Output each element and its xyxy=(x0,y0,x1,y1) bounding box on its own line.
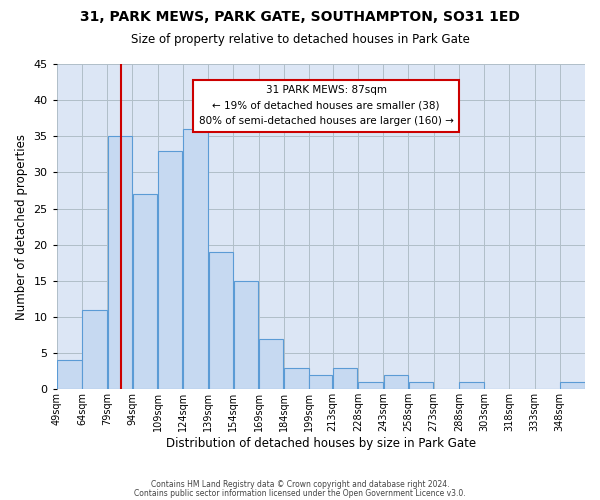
Bar xyxy=(184,129,208,390)
Bar xyxy=(560,382,584,390)
Bar xyxy=(82,310,107,390)
Bar xyxy=(409,382,433,390)
Bar xyxy=(234,281,258,390)
Bar xyxy=(57,360,82,390)
Bar xyxy=(209,252,233,390)
Bar xyxy=(333,368,358,390)
Text: 31, PARK MEWS, PARK GATE, SOUTHAMPTON, SO31 1ED: 31, PARK MEWS, PARK GATE, SOUTHAMPTON, S… xyxy=(80,10,520,24)
Y-axis label: Number of detached properties: Number of detached properties xyxy=(15,134,28,320)
Text: Contains public sector information licensed under the Open Government Licence v3: Contains public sector information licen… xyxy=(134,488,466,498)
Bar xyxy=(284,368,308,390)
Text: 31 PARK MEWS: 87sqm
← 19% of detached houses are smaller (38)
80% of semi-detach: 31 PARK MEWS: 87sqm ← 19% of detached ho… xyxy=(199,85,454,126)
Bar xyxy=(107,136,132,390)
Bar xyxy=(310,375,332,390)
Bar xyxy=(358,382,383,390)
X-axis label: Distribution of detached houses by size in Park Gate: Distribution of detached houses by size … xyxy=(166,437,476,450)
Bar xyxy=(383,375,408,390)
Bar xyxy=(133,194,157,390)
Bar xyxy=(459,382,484,390)
Text: Size of property relative to detached houses in Park Gate: Size of property relative to detached ho… xyxy=(131,32,469,46)
Text: Contains HM Land Registry data © Crown copyright and database right 2024.: Contains HM Land Registry data © Crown c… xyxy=(151,480,449,489)
Bar xyxy=(158,150,182,390)
Bar xyxy=(259,338,283,390)
